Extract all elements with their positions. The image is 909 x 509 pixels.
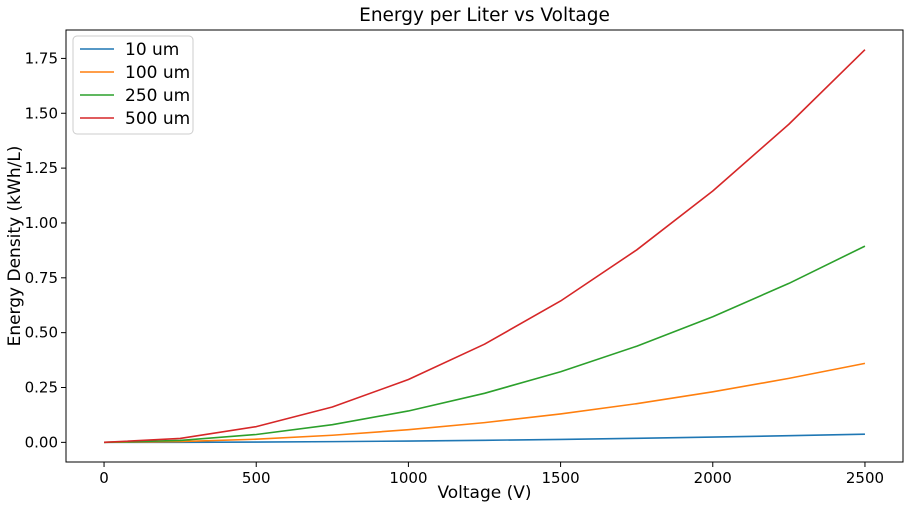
axes-frame	[65, 29, 904, 463]
y-axis-ticks: 0.00 0.25 0.50 0.75 1.00 1.25 1.50 1.75	[25, 49, 66, 451]
x-tick-label: 2500	[846, 469, 884, 487]
x-axis-label: Voltage (V)	[437, 483, 531, 503]
series-line-10-um	[104, 433, 865, 444]
legend-box	[72, 35, 194, 135]
x-tick-label: 2000	[694, 469, 732, 487]
series-layer	[104, 49, 866, 444]
x-tick-label: 0	[99, 469, 109, 487]
legend-label-10-um: 10 um	[125, 40, 179, 60]
legend-label-250-um: 250 um	[125, 86, 190, 106]
series-line-100-um	[104, 362, 866, 444]
x-tick-label: 1500	[541, 469, 579, 487]
plot-area: 0 500 1000 1500 2000 2500 0.00 0.25 0.50 0.75 1.0…	[25, 29, 904, 487]
legend-label-500-um: 500 um	[125, 109, 190, 129]
x-tick-label: 1000	[389, 469, 427, 487]
y-axis-label: Energy Density (kWh/L)	[5, 146, 25, 347]
chart-title: Energy per Liter vs Voltage	[359, 5, 610, 26]
y-tick-label: 0.25	[25, 379, 58, 397]
y-tick-label: 0.50	[25, 324, 58, 342]
y-tick-label: 1.75	[25, 49, 58, 67]
y-tick-label: 0.00	[25, 433, 58, 451]
x-tick-label: 500	[242, 469, 271, 487]
y-tick-label: 1.50	[25, 104, 58, 122]
x-axis-ticks: 0 500 1000 1500 2000 2500	[99, 462, 884, 487]
y-tick-label: 1.00	[25, 214, 58, 232]
series-line-250-um	[104, 245, 866, 444]
series-line-500-um	[104, 49, 866, 444]
legend: 10 um 100 um 250 um 500 um	[72, 35, 194, 135]
y-tick-label: 1.25	[25, 159, 58, 177]
y-tick-label: 0.75	[25, 269, 58, 287]
legend-label-100-um: 100 um	[125, 63, 190, 83]
